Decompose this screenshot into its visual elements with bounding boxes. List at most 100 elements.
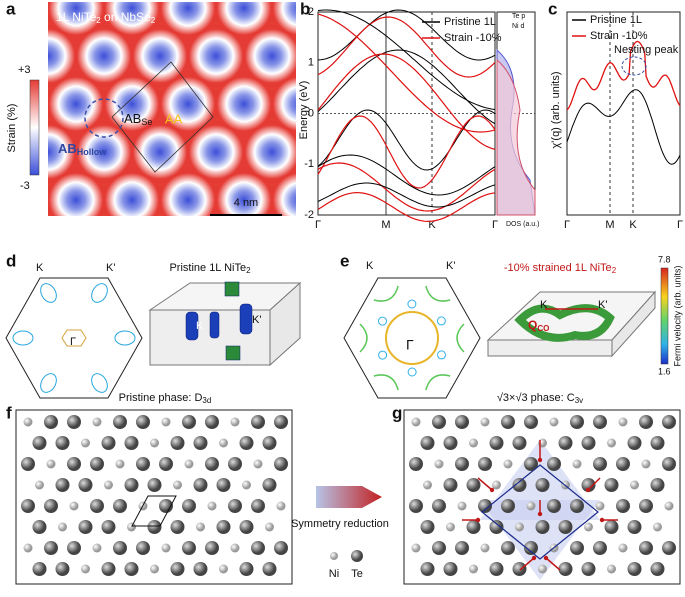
legend-te xyxy=(351,550,363,562)
box-k-prime: K' xyxy=(598,299,607,311)
band-pristine xyxy=(317,109,496,171)
te-atom xyxy=(581,562,596,576)
te-atom xyxy=(455,415,469,429)
y-label: Energy (eV) xyxy=(298,81,310,140)
legend-label: Ni xyxy=(329,568,339,580)
te-atom xyxy=(67,457,81,471)
small-pocket xyxy=(378,350,388,360)
chi-strained xyxy=(566,40,681,111)
te-atom xyxy=(662,415,676,429)
te-atom xyxy=(251,541,265,555)
ni-atom xyxy=(253,459,263,469)
te-atom xyxy=(432,415,446,429)
te-atom xyxy=(593,541,607,555)
te-atom xyxy=(44,541,58,555)
y-tick-label: -1 xyxy=(304,158,314,170)
panel-label: e xyxy=(340,251,349,270)
te-atom xyxy=(182,415,196,429)
te-atom xyxy=(101,436,116,450)
ni-atom xyxy=(161,543,171,553)
arrow-head xyxy=(537,457,543,463)
te-atom xyxy=(650,562,665,576)
k-pocket xyxy=(12,330,34,346)
x-tick-label: Γ xyxy=(677,219,683,231)
cell xyxy=(111,61,214,173)
ni-atom xyxy=(607,564,616,574)
te-atom xyxy=(159,499,173,513)
te-atom xyxy=(21,457,35,471)
ni-atom xyxy=(411,417,421,427)
title: Pristine 1L NiTe2 xyxy=(169,262,251,275)
te-atom xyxy=(639,499,653,513)
te-atom xyxy=(239,436,254,450)
te-atom xyxy=(136,415,150,429)
te-atom xyxy=(216,520,231,534)
te-atom xyxy=(262,478,277,492)
atoms xyxy=(409,415,676,580)
legend-label: Strain -10% xyxy=(444,32,502,44)
supercell xyxy=(481,464,599,560)
legend-label: Te p xyxy=(512,13,525,20)
ni-atom xyxy=(434,459,444,469)
ni-atom xyxy=(127,522,136,532)
te-atom xyxy=(239,562,254,576)
ni-atom xyxy=(469,438,478,448)
x-tick-label: Γ xyxy=(564,219,570,231)
small-pocket xyxy=(436,316,446,326)
colorbar-max: +3 xyxy=(18,64,31,76)
te-atom xyxy=(274,457,288,471)
box-side xyxy=(611,290,656,358)
colorbar-label: Strain (%) xyxy=(6,104,18,153)
te-atom xyxy=(570,541,584,555)
te-atom xyxy=(55,436,70,450)
ni-atom xyxy=(276,501,286,511)
colorbar-min: -3 xyxy=(20,180,30,192)
displacement xyxy=(519,557,535,571)
panel-label: f xyxy=(6,403,12,422)
te-atom xyxy=(21,499,35,513)
k-pocket xyxy=(114,330,136,346)
te-atom xyxy=(466,478,481,492)
te-atom xyxy=(67,415,81,429)
te-atom xyxy=(113,415,127,429)
legend-ni xyxy=(330,552,338,560)
te-atom xyxy=(90,457,104,471)
frame xyxy=(15,409,293,585)
te-atom xyxy=(604,478,619,492)
chi-plot: Γ M K Γ Pristine 1L Strain -10% Nesting peak xyxy=(564,11,683,231)
ni-atom xyxy=(265,522,274,532)
ni-atom xyxy=(641,459,651,469)
x-tick-label: M xyxy=(605,219,614,231)
title: 1L NiTe2 on NbSe2 xyxy=(56,10,156,25)
brillouin-zone xyxy=(5,277,143,399)
ni-atom xyxy=(538,564,547,574)
ni-atom xyxy=(242,480,251,490)
te-atom xyxy=(466,520,481,534)
te-atom xyxy=(32,562,47,576)
ni-atom xyxy=(219,438,228,448)
te-atom xyxy=(409,499,423,513)
te-atom xyxy=(251,415,265,429)
ni-atom xyxy=(150,438,159,448)
unit-cell xyxy=(131,495,177,527)
te-atom xyxy=(558,562,573,576)
legend-label: Pristine 1L xyxy=(590,14,642,26)
te-atom xyxy=(627,520,642,534)
k-prime-label: K' xyxy=(106,262,115,274)
ni-atom xyxy=(664,501,674,511)
k-label: K xyxy=(366,260,374,272)
te-atom xyxy=(524,415,538,429)
legend-label: Strain -10% xyxy=(590,30,648,42)
box-front xyxy=(487,339,613,357)
ni-atom xyxy=(595,501,605,511)
box-k: K xyxy=(196,320,204,332)
te-atom xyxy=(489,520,504,534)
te-atom xyxy=(524,541,538,555)
te-atom xyxy=(501,541,515,555)
ni-atom xyxy=(196,522,205,532)
y-tick-label: 1 xyxy=(308,57,314,69)
band-pristine xyxy=(317,49,496,125)
te-atom xyxy=(616,499,630,513)
te-atom xyxy=(420,562,435,576)
te-atom xyxy=(478,457,492,471)
